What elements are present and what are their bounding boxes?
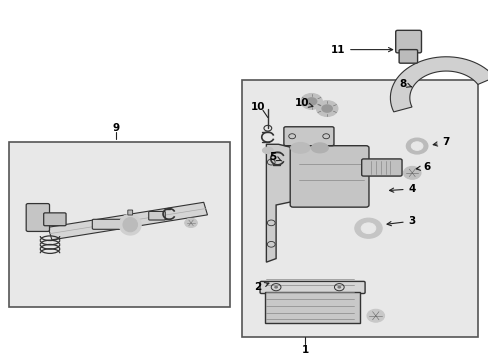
Text: 9: 9 [112, 123, 119, 133]
Circle shape [274, 286, 278, 289]
FancyBboxPatch shape [361, 159, 401, 176]
Circle shape [321, 104, 332, 113]
Ellipse shape [290, 143, 309, 153]
Polygon shape [389, 57, 488, 112]
FancyBboxPatch shape [289, 146, 368, 207]
Ellipse shape [122, 217, 137, 232]
Circle shape [337, 286, 341, 289]
Text: 6: 6 [415, 162, 429, 172]
Text: 10: 10 [250, 102, 265, 112]
Ellipse shape [262, 147, 273, 154]
Circle shape [410, 142, 422, 150]
FancyBboxPatch shape [148, 211, 165, 220]
Text: 5: 5 [268, 152, 281, 162]
Polygon shape [48, 202, 207, 240]
FancyBboxPatch shape [395, 30, 421, 53]
Bar [9, 143, 229, 307]
Bar [265, 292, 359, 323]
Text: 1: 1 [301, 345, 308, 355]
Polygon shape [266, 144, 292, 262]
FancyBboxPatch shape [43, 213, 66, 226]
FancyBboxPatch shape [284, 127, 333, 146]
Circle shape [354, 218, 381, 238]
Text: 8: 8 [398, 78, 411, 89]
Text: 10: 10 [294, 98, 312, 108]
Circle shape [366, 309, 384, 322]
FancyBboxPatch shape [127, 210, 132, 215]
Text: 3: 3 [386, 216, 415, 226]
FancyBboxPatch shape [260, 282, 365, 293]
Circle shape [361, 223, 375, 234]
Ellipse shape [119, 214, 141, 235]
Circle shape [316, 101, 337, 116]
FancyBboxPatch shape [92, 219, 129, 229]
Circle shape [403, 166, 420, 179]
Bar [242, 80, 477, 337]
FancyBboxPatch shape [398, 50, 417, 63]
Text: 7: 7 [432, 138, 449, 148]
Text: 11: 11 [330, 45, 392, 55]
Text: 4: 4 [389, 184, 415, 194]
Text: 2: 2 [253, 282, 268, 292]
Circle shape [300, 94, 322, 109]
FancyBboxPatch shape [26, 203, 49, 231]
Circle shape [184, 218, 197, 228]
Circle shape [406, 138, 427, 154]
Circle shape [305, 97, 317, 106]
Ellipse shape [311, 143, 328, 153]
